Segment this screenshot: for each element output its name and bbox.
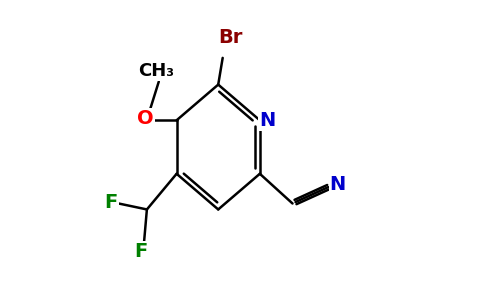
Text: F: F [105, 193, 118, 211]
Text: N: N [259, 111, 275, 130]
Text: F: F [135, 242, 148, 261]
Text: CH₃: CH₃ [138, 62, 174, 80]
Text: O: O [137, 109, 154, 128]
Text: N: N [330, 175, 346, 194]
Text: Br: Br [218, 28, 242, 46]
